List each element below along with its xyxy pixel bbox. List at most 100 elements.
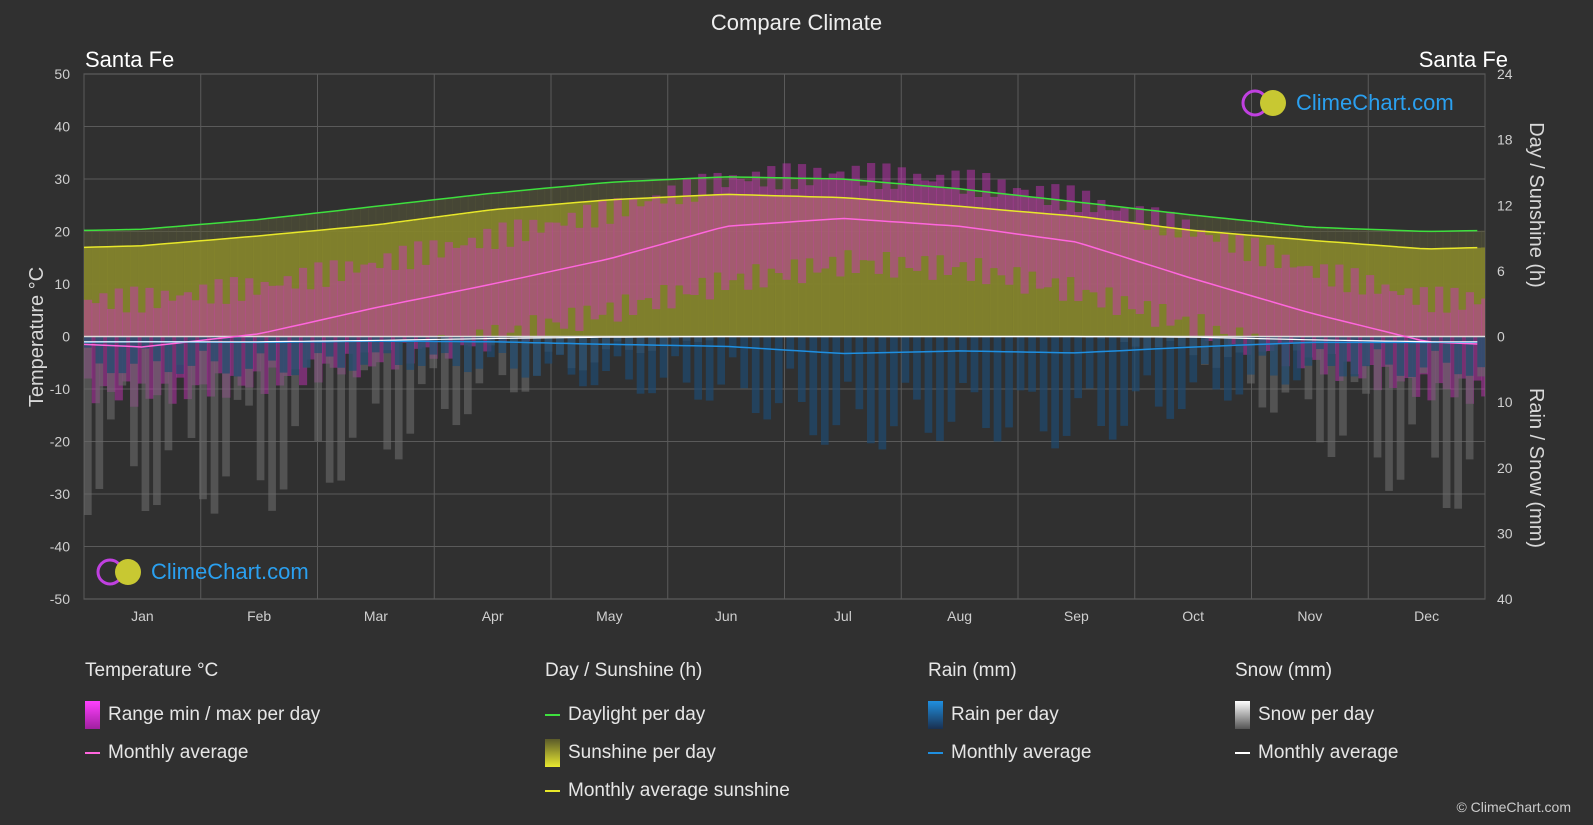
temp-range-bar (1005, 193, 1014, 285)
temp-range-bar (621, 216, 630, 295)
temp-range-bar (1366, 275, 1375, 366)
temp-range-bar (698, 173, 707, 278)
sunshine-bar (590, 201, 599, 337)
snow-bar (130, 336, 138, 467)
sunshine-bar (168, 243, 177, 337)
sunshine-bar (928, 204, 937, 337)
snow-bar (1373, 336, 1382, 458)
temp-range-bar (843, 179, 853, 251)
copyright[interactable]: © ClimeChart.com (1456, 799, 1571, 815)
temp-range-bar (414, 241, 423, 349)
rain-bar (1189, 336, 1198, 383)
rain-bar (1200, 336, 1209, 365)
sunshine-bar (705, 195, 714, 337)
snow-bar (1316, 336, 1324, 443)
sunshine-bar (805, 196, 814, 337)
temp-range-bar (575, 227, 584, 331)
rain-bar (625, 336, 633, 380)
sunshine-bar (1350, 243, 1359, 337)
sunshine-bar (1143, 224, 1152, 337)
temp-range-bar (1404, 288, 1413, 378)
sunshine-bar (1258, 235, 1267, 337)
temp-range-bar (1212, 241, 1221, 326)
sunshine-bar (375, 224, 384, 337)
daylight-line (84, 176, 1478, 233)
right-bottom-tick-label: 20 (1497, 460, 1513, 476)
temp-range-bar (820, 178, 830, 269)
rain-bar (279, 336, 288, 373)
temp-range-bar (1112, 210, 1121, 315)
sunshine-bar (160, 244, 169, 337)
rain-bar (1223, 336, 1232, 401)
left-tick-label: -40 (50, 539, 70, 555)
temp-range-bar (959, 193, 968, 263)
temp-range-bar (1135, 206, 1144, 314)
temp-range-bar (928, 181, 937, 280)
temp-range-bar (1266, 244, 1275, 352)
temp-range-bar (951, 170, 960, 268)
sunshine-bar (321, 229, 331, 337)
temp-range-bar (521, 241, 530, 342)
logo-bottom[interactable]: ClimeChart.com (95, 557, 309, 587)
snow-bar (325, 336, 334, 483)
sunshine-bar (1105, 219, 1114, 337)
temp-range-bar (1174, 237, 1183, 320)
sunshine-bar (1412, 247, 1421, 337)
temp-range-bar (767, 166, 776, 269)
left-tick-label: 40 (54, 119, 70, 135)
rain-bar (107, 336, 115, 374)
rain-bar (1362, 336, 1370, 367)
sunshine-bar (1097, 218, 1106, 337)
temp-range-bar (460, 245, 469, 346)
snow-bar (1258, 336, 1267, 408)
sunshine-bar (1281, 237, 1290, 337)
temp-range-bar (345, 261, 354, 354)
snow-bar (1431, 336, 1439, 458)
temp-range-bar (652, 195, 661, 310)
sunshine-bar (1166, 227, 1175, 337)
temp-range-bar (1243, 261, 1252, 355)
rain-bar (187, 336, 196, 366)
temp-range-bar (1335, 264, 1344, 381)
right-top-tick-label: 6 (1497, 263, 1505, 279)
rain-bar (348, 336, 357, 371)
rain-bar (717, 336, 726, 385)
sunshine-bar (744, 194, 753, 337)
temp-range-bar (252, 294, 262, 372)
rain-bar (1396, 336, 1405, 376)
temp-range-bar (329, 260, 338, 368)
rain-bar (1177, 336, 1186, 410)
temp-range-bar (467, 237, 477, 347)
sunshine-bar (536, 205, 546, 337)
sunshine-bar (1427, 248, 1436, 337)
rain-bar (682, 336, 691, 383)
right-bottom-axis-title: Rain / Snow (mm) (1525, 388, 1547, 548)
sunshine-bar (506, 208, 515, 337)
temp-range-bar (383, 253, 392, 351)
temp-range-bar (1012, 188, 1022, 268)
sunshine-bar (444, 215, 453, 337)
rain-bar (705, 336, 714, 401)
snow-bar (279, 336, 288, 490)
temp-range-bar (882, 163, 891, 252)
temp-range-bar (1296, 266, 1306, 369)
logo-top[interactable]: ClimeChart.com (1240, 88, 1454, 118)
rain-bar (498, 336, 507, 353)
temp-range-bar (920, 180, 929, 257)
rain-bar (1258, 336, 1267, 356)
temp-range-bar (667, 185, 676, 309)
rain-bar (1304, 336, 1313, 366)
rain-bar (890, 336, 898, 427)
rain-bar (314, 336, 322, 354)
month-tick-label: Dec (1414, 608, 1439, 624)
temp-range-bar (214, 279, 223, 374)
temp-range-bar (360, 264, 369, 353)
rain-bar (325, 336, 334, 357)
month-tick-label: Apr (482, 608, 504, 624)
sunshine-bar (137, 245, 146, 337)
temp-range-bar (506, 246, 515, 333)
sunshine-bar (475, 211, 484, 337)
sunshine-bar (337, 228, 346, 337)
sunshine-bar (1081, 216, 1091, 337)
sunshine-bar (206, 240, 216, 337)
